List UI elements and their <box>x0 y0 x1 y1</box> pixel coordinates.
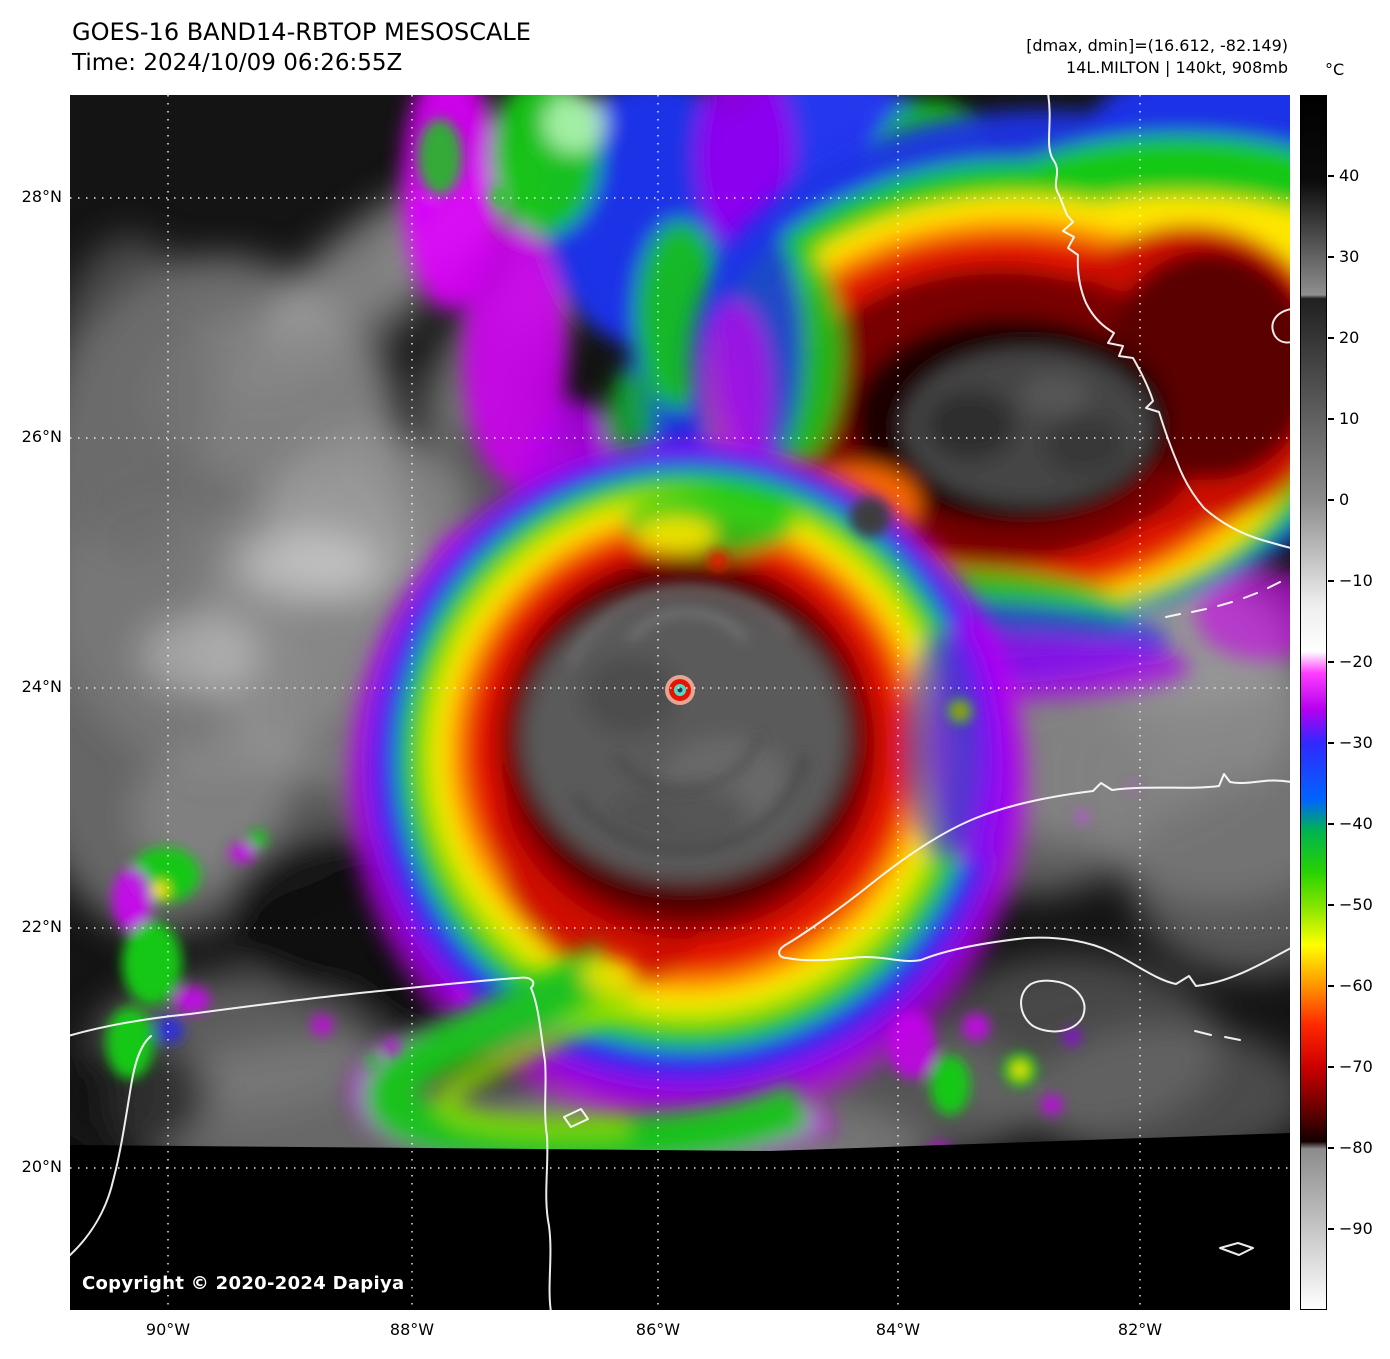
colorbar-tick-label: 40 <box>1339 166 1360 185</box>
colorbar-tick-mark <box>1328 985 1334 987</box>
florida-coastline <box>1047 95 1290 549</box>
colorbar-tick-mark <box>1328 256 1334 258</box>
colorbar-tick-label: −80 <box>1339 1138 1373 1157</box>
colorbar-tick-label: 0 <box>1339 490 1350 509</box>
lat-tick-label: 26°N <box>21 427 62 446</box>
colorbar-tick-mark <box>1328 580 1334 582</box>
grand-cayman <box>1219 1242 1254 1256</box>
florida-keys <box>1165 581 1281 618</box>
cuba-coastline <box>778 773 1290 987</box>
colorbar-tick-mark <box>1328 418 1334 420</box>
colorbar-tick-mark <box>1328 499 1334 501</box>
storm-info: 14L.MILTON | 140kt, 908mb <box>1065 58 1288 77</box>
hurricane-eye <box>665 675 695 705</box>
colorbar-tick-mark <box>1328 1147 1334 1149</box>
lake-okeechobee <box>1271 308 1290 344</box>
gridlines <box>70 95 1290 1310</box>
lat-tick-label: 22°N <box>21 917 62 936</box>
colorbar-unit-label: °C <box>1325 60 1345 79</box>
colorbar-tick-mark <box>1328 175 1334 177</box>
scan-edge-nodata <box>70 1133 1290 1310</box>
timestamp: Time: 2024/10/09 06:26:55Z <box>72 50 403 76</box>
lat-tick-label: 24°N <box>21 677 62 696</box>
coastlines <box>70 95 1290 1310</box>
colorbar-tick-label: −70 <box>1339 1057 1373 1076</box>
campeche-coastline <box>70 1035 152 1257</box>
colorbar-tick-label: −20 <box>1339 652 1373 671</box>
isla-de-la-juventud <box>1020 979 1086 1033</box>
lon-tick-label: 88°W <box>389 1320 435 1339</box>
southern-tail-band <box>350 941 836 1173</box>
yucatan-coastline <box>70 976 552 1310</box>
colorbar-tick-mark <box>1328 1066 1334 1068</box>
colorbar-tick-label: −40 <box>1339 814 1373 833</box>
colorbar-tick-label: 20 <box>1339 328 1360 347</box>
colorbar-tick-mark <box>1328 1228 1334 1230</box>
cuba-cays <box>1194 1030 1241 1041</box>
colorbar-tick-mark <box>1328 742 1334 744</box>
lat-tick-label: 20°N <box>21 1157 62 1176</box>
colorbar-tick-mark <box>1328 337 1334 339</box>
colorbar-tick-mark <box>1328 661 1334 663</box>
cozumel-island <box>563 1108 589 1128</box>
colorbar-tick-label: 30 <box>1339 247 1360 266</box>
lon-tick-label: 84°W <box>875 1320 921 1339</box>
hurricane-spiral-texture <box>565 586 811 857</box>
colorbar-tick-label: 10 <box>1339 409 1360 428</box>
florida-convection-blob <box>690 95 1290 703</box>
colorbar-tick-label: −90 <box>1339 1219 1373 1238</box>
colorbar-gradient <box>1300 95 1327 1310</box>
colorbar-tick-mark <box>1328 904 1334 906</box>
hurricane <box>346 441 1030 1125</box>
lon-tick-label: 86°W <box>635 1320 681 1339</box>
satellite-image <box>70 95 1290 1310</box>
lon-tick-label: 82°W <box>1117 1320 1163 1339</box>
colorbar-tick-label: −60 <box>1339 976 1373 995</box>
copyright-notice: Copyright © 2020-2024 Dapiya <box>82 1273 405 1294</box>
satellite-map: Copyright © 2020-2024 Dapiya <box>70 95 1290 1310</box>
colorbar-tick-label: −10 <box>1339 571 1373 590</box>
colorbar-tick-label: −30 <box>1339 733 1373 752</box>
lat-tick-label: 28°N <box>21 187 62 206</box>
page-title: GOES-16 BAND14-RBTOP MESOSCALE <box>72 18 531 46</box>
colorbar-tick-label: −50 <box>1339 895 1373 914</box>
colorbar-tick-mark <box>1328 823 1334 825</box>
dmax-dmin-readout: [dmax, dmin]=(16.612, -82.149) <box>1026 36 1288 55</box>
lon-tick-label: 90°W <box>145 1320 191 1339</box>
